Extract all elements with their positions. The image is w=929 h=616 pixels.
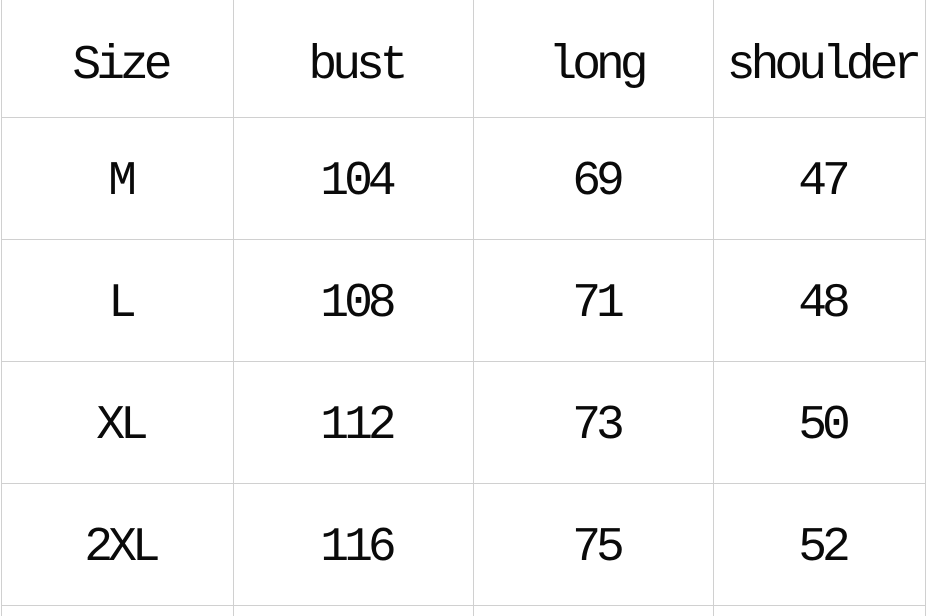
header-row: Size bust long shoulder	[1, 0, 926, 118]
cell-long: 69	[473, 117, 714, 240]
cell-bust: 108	[233, 239, 474, 362]
cell-shoulder	[713, 605, 926, 616]
cell-shoulder: 47	[713, 117, 926, 240]
table-row: 2XL 116 75 52	[1, 483, 926, 606]
col-header-shoulder: shoulder	[713, 0, 926, 118]
cell-shoulder: 48	[713, 239, 926, 362]
col-header-size: Size	[1, 0, 234, 118]
cell-long: 75	[473, 483, 714, 606]
cell-size	[1, 605, 234, 616]
cell-bust	[233, 605, 474, 616]
cell-bust: 116	[233, 483, 474, 606]
cell-long	[473, 605, 714, 616]
table-row-partial	[1, 605, 926, 616]
col-header-bust: bust	[233, 0, 474, 118]
cell-long: 73	[473, 361, 714, 484]
table-row: XL 112 73 50	[1, 361, 926, 484]
cell-shoulder: 52	[713, 483, 926, 606]
cell-shoulder: 50	[713, 361, 926, 484]
cell-size: M	[1, 117, 234, 240]
table-row: L 108 71 48	[1, 239, 926, 362]
cell-size: L	[1, 239, 234, 362]
cell-size: 2XL	[1, 483, 234, 606]
cell-bust: 104	[233, 117, 474, 240]
cell-long: 71	[473, 239, 714, 362]
cell-size: XL	[1, 361, 234, 484]
table-row: M 104 69 47	[1, 117, 926, 240]
cell-bust: 112	[233, 361, 474, 484]
col-header-long: long	[473, 0, 714, 118]
